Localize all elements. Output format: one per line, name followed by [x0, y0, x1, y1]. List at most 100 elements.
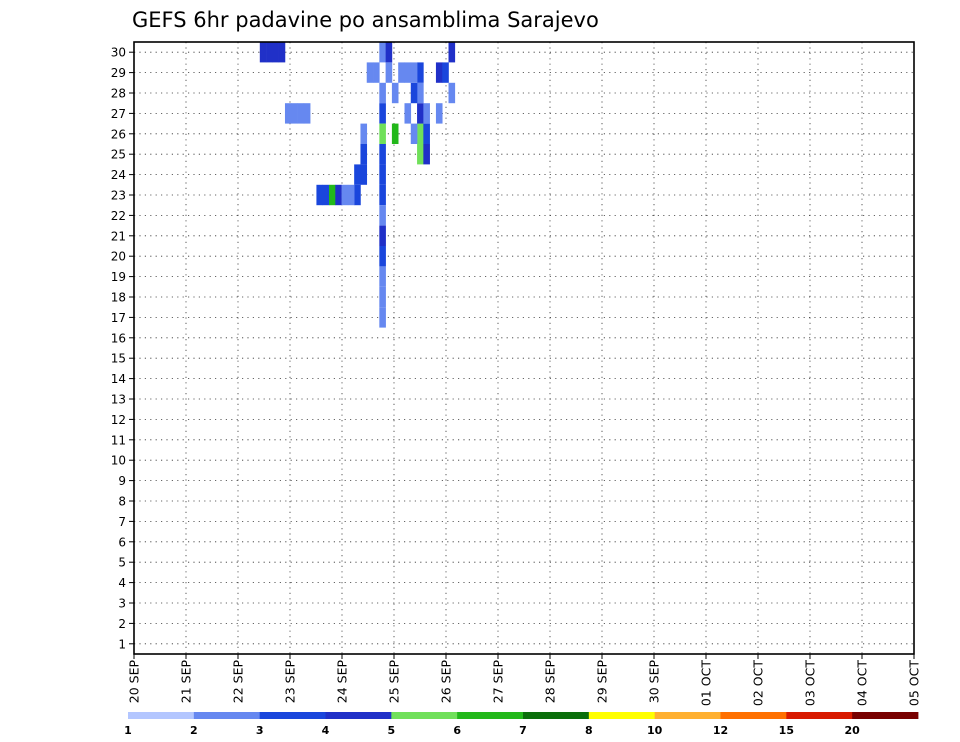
heatmap-cell — [322, 184, 330, 206]
legend-swatch — [259, 712, 326, 719]
y-tick-label: 20 — [111, 250, 126, 264]
heatmap-cell — [379, 205, 386, 226]
heatmap-cell — [417, 62, 424, 83]
x-tick-label: 27 SEP — [491, 660, 506, 704]
y-tick-label: 11 — [111, 433, 126, 447]
x-tick-label: 03 OCT — [803, 660, 818, 706]
heatmap-cell — [291, 103, 298, 124]
legend-tick-label: 6 — [453, 724, 461, 737]
heatmap-cell — [303, 103, 311, 124]
heatmap-cell — [442, 62, 449, 83]
x-tick-label: 20 SEP — [127, 660, 142, 704]
y-tick-label: 22 — [111, 209, 126, 223]
legend-swatch — [588, 712, 656, 719]
y-tick-label: 27 — [111, 107, 126, 121]
legend-tick-label: 10 — [647, 724, 663, 737]
x-tick-label: 02 OCT — [751, 660, 766, 706]
heatmap-cell — [366, 62, 374, 83]
heatmap-cell — [448, 82, 456, 104]
heatmap-cell — [354, 184, 361, 206]
legend-tick-label: 15 — [779, 724, 794, 737]
heatmap-cell — [379, 164, 386, 185]
legend-tick-label: 7 — [519, 724, 527, 737]
heatmap-cell — [341, 184, 349, 206]
x-tick-label: 24 SEP — [335, 660, 350, 704]
heatmap-cell — [379, 144, 386, 165]
y-tick-label: 3 — [118, 597, 126, 611]
legend-swatch — [523, 712, 590, 719]
heatmap-cell — [417, 144, 424, 165]
legend-tick-label: 2 — [190, 724, 198, 737]
y-tick-label: 30 — [111, 46, 126, 60]
heatmap-cell — [284, 103, 292, 124]
heatmap-cell — [385, 62, 393, 83]
y-axis: 1234567891011121314151617181920212223242… — [111, 46, 134, 651]
legend-tick-label: 4 — [322, 724, 330, 737]
legend-tick-label: 12 — [713, 724, 728, 737]
legend-swatch — [128, 712, 195, 719]
heatmap-cell — [379, 184, 386, 206]
heatmap-cell — [297, 103, 305, 124]
x-tick-label: 28 SEP — [543, 660, 558, 704]
x-tick-label: 22 SEP — [231, 660, 246, 704]
heatmap-cell — [379, 266, 386, 287]
legend-tick-label: 1 — [124, 724, 132, 737]
legend-swatch — [654, 712, 721, 719]
heatmap-cell — [410, 123, 418, 144]
y-tick-label: 8 — [118, 495, 126, 509]
heatmap-cell — [379, 82, 386, 104]
y-tick-label: 29 — [111, 66, 126, 80]
y-tick-label: 15 — [111, 352, 126, 366]
y-tick-label: 23 — [111, 189, 126, 203]
y-tick-label: 26 — [111, 127, 126, 141]
x-tick-label: 04 OCT — [855, 660, 870, 706]
x-tick-label: 29 SEP — [595, 660, 610, 704]
heatmap-cell — [379, 307, 386, 328]
heatmap-cell — [448, 42, 456, 63]
y-tick-label: 14 — [111, 372, 126, 386]
x-tick-label: 23 SEP — [283, 660, 298, 704]
heatmap-cell — [278, 42, 286, 63]
heatmap-cell — [360, 144, 368, 165]
chart-title: GEFS 6hr padavine po ansamblima Sarajevo — [132, 8, 599, 32]
legend-swatch — [325, 712, 392, 719]
legend-tick-label: 8 — [585, 724, 593, 737]
legend-swatch — [852, 712, 919, 719]
y-tick-label: 10 — [111, 454, 126, 468]
heatmap-cell — [391, 123, 399, 144]
heatmap-cell — [417, 103, 424, 124]
x-tick-label: 21 SEP — [179, 660, 194, 704]
y-tick-label: 13 — [111, 393, 126, 407]
heatmap-cell — [379, 103, 386, 124]
legend-tick-label: 5 — [388, 724, 396, 737]
heatmap-cell — [398, 62, 405, 83]
color-legend: 1 2 3 4 5 6 7 8 10 12 15 20 — [124, 712, 919, 737]
y-tick-label: 16 — [111, 331, 126, 345]
heatmap-cell — [379, 225, 386, 246]
heatmap-cell — [354, 164, 361, 185]
grid-layer — [134, 42, 914, 654]
legend-swatch — [720, 712, 787, 719]
y-tick-label: 1 — [118, 637, 126, 651]
heatmap-cell — [373, 62, 380, 83]
heatmap-cell — [423, 144, 430, 165]
y-tick-label: 28 — [111, 87, 126, 101]
y-tick-label: 18 — [111, 291, 126, 305]
x-tick-label: 26 SEP — [439, 660, 454, 704]
heatmap-cell — [423, 123, 430, 144]
y-tick-label: 4 — [118, 576, 126, 590]
heatmap-cell — [360, 123, 368, 144]
x-axis: 20 SEP 21 SEP 22 SEP 23 SEP 24 SEP 25 SEP 26 S… — [127, 654, 922, 706]
heatmap-cell — [347, 184, 355, 206]
heatmap-cell — [379, 42, 386, 63]
heatmap-cell — [379, 123, 386, 144]
legend-swatch — [193, 712, 261, 719]
y-tick-label: 7 — [118, 515, 126, 529]
heatmap-cell — [417, 123, 424, 144]
plot-frame — [133, 41, 915, 655]
legend-tick-label: 3 — [256, 724, 264, 737]
y-tick-label: 5 — [118, 556, 126, 570]
heatmap-cells — [259, 42, 456, 328]
heatmap-cell — [266, 42, 273, 63]
heatmap-cell — [410, 62, 418, 83]
